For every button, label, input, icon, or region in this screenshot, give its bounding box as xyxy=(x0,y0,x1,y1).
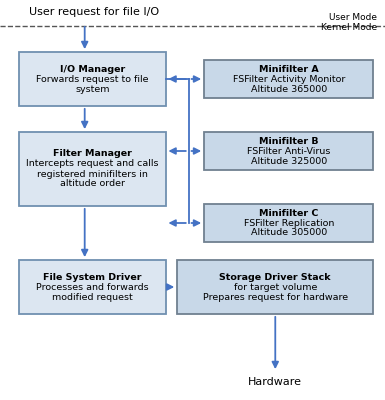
Text: I/O Manager: I/O Manager xyxy=(60,64,125,74)
Text: Kernel Mode: Kernel Mode xyxy=(321,24,377,32)
Text: Hardware: Hardware xyxy=(248,377,302,387)
FancyBboxPatch shape xyxy=(19,52,166,106)
Text: Processes and forwards: Processes and forwards xyxy=(36,282,149,292)
Text: FSFilter Anti-Virus: FSFilter Anti-Virus xyxy=(247,146,330,156)
Text: Filter Manager: Filter Manager xyxy=(53,150,132,158)
Text: Prepares request for hardware: Prepares request for hardware xyxy=(203,292,348,302)
Text: modified request: modified request xyxy=(52,292,133,302)
Text: Intercepts request and calls: Intercepts request and calls xyxy=(26,160,159,168)
FancyBboxPatch shape xyxy=(204,60,373,98)
Text: Forwards request to file: Forwards request to file xyxy=(36,74,149,84)
Text: Altitude 365000: Altitude 365000 xyxy=(251,84,327,94)
Text: FSFilter Replication: FSFilter Replication xyxy=(244,218,334,228)
Text: Storage Driver Stack: Storage Driver Stack xyxy=(219,272,331,282)
Text: File System Driver: File System Driver xyxy=(43,272,142,282)
Text: User request for file I/O: User request for file I/O xyxy=(29,7,159,17)
FancyBboxPatch shape xyxy=(19,132,166,206)
Text: registered minifilters in: registered minifilters in xyxy=(37,170,148,178)
Text: system: system xyxy=(75,84,110,94)
Text: altitude order: altitude order xyxy=(60,180,125,188)
Text: Minifilter B: Minifilter B xyxy=(259,136,318,146)
FancyBboxPatch shape xyxy=(177,260,373,314)
Text: for target volume: for target volume xyxy=(234,282,317,292)
FancyBboxPatch shape xyxy=(204,132,373,170)
Text: Altitude 305000: Altitude 305000 xyxy=(251,228,327,238)
FancyBboxPatch shape xyxy=(204,204,373,242)
Text: Minifilter C: Minifilter C xyxy=(259,208,318,218)
FancyBboxPatch shape xyxy=(19,260,166,314)
Text: User Mode: User Mode xyxy=(329,14,377,22)
Text: FSFilter Activity Monitor: FSFilter Activity Monitor xyxy=(233,74,345,84)
Text: Minifilter A: Minifilter A xyxy=(259,64,319,74)
Text: Altitude 325000: Altitude 325000 xyxy=(251,156,327,166)
